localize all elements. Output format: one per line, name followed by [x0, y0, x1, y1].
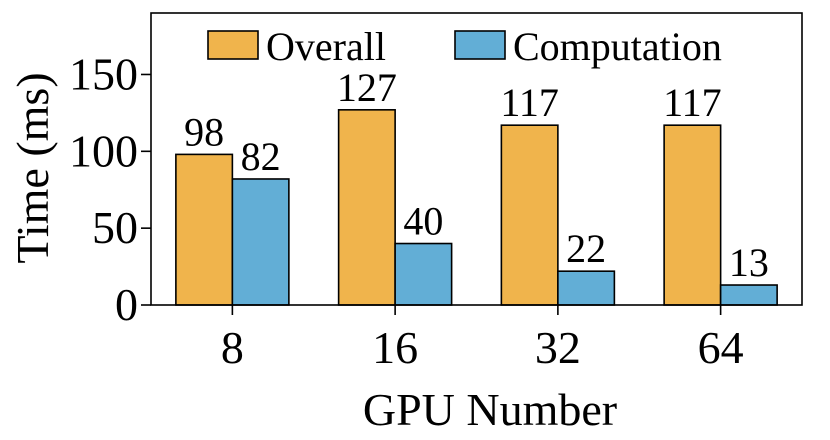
- data-label-overall-16: 127: [337, 65, 397, 110]
- y-tick-label-150: 150: [69, 48, 138, 99]
- data-label-computation-8: 82: [241, 134, 281, 179]
- data-labels-layer: 98 82 127 40 117 22 117 13: [184, 65, 769, 285]
- bar-overall-64: [663, 124, 722, 306]
- legend: Overall Computation: [207, 24, 722, 69]
- legend-label-computation: Computation: [513, 24, 722, 69]
- bar-computation-32: [557, 270, 616, 306]
- bar-computation-8: [231, 178, 290, 306]
- legend-label-overall: Overall: [266, 24, 386, 69]
- data-label-computation-64: 13: [729, 240, 769, 285]
- x-tick-label-16: 16: [372, 322, 418, 373]
- y-tick-label-50: 50: [92, 202, 138, 253]
- bar-computation-64: [719, 284, 778, 306]
- y-tick-label-100: 100: [69, 125, 138, 176]
- y-tick-label-0: 0: [115, 279, 138, 330]
- bar-computation-16: [394, 242, 453, 306]
- data-label-overall-64: 117: [663, 80, 722, 125]
- data-label-computation-16: 40: [403, 199, 443, 244]
- bars-layer: [175, 109, 778, 306]
- data-label-overall-32: 117: [500, 80, 559, 125]
- x-tick-label-64: 64: [698, 322, 744, 373]
- x-axis-title: GPU Number: [363, 384, 617, 435]
- bar-overall-16: [337, 109, 396, 306]
- legend-swatch-computation: [454, 30, 506, 60]
- x-tick-label-32: 32: [535, 322, 581, 373]
- data-label-computation-32: 22: [566, 226, 606, 271]
- axes-layer: 0 50 100 150 8 16 32 64: [69, 12, 803, 373]
- data-label-overall-8: 98: [184, 109, 224, 154]
- x-tick-label-8: 8: [221, 322, 244, 373]
- legend-swatch-overall: [207, 30, 259, 60]
- plot-frame: [150, 12, 803, 306]
- bar-overall-8: [175, 153, 234, 306]
- y-axis-title: Time (ms): [7, 72, 58, 263]
- bar-overall-32: [500, 124, 559, 306]
